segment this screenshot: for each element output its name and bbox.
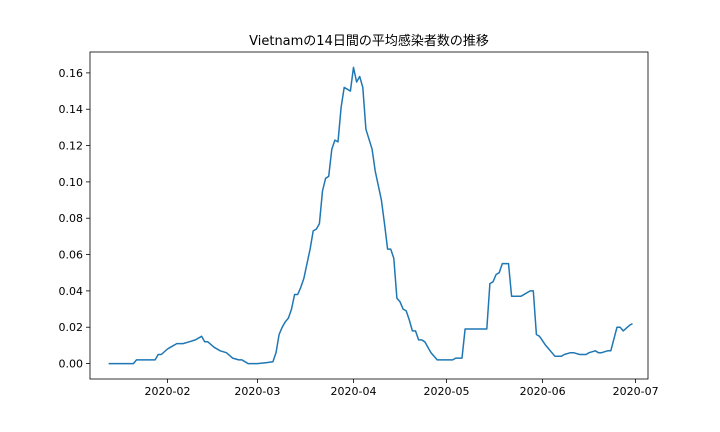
x-tick-label: 2020-05 [424, 385, 470, 398]
y-axis: 0.00 0.02 0.04 0.06 0.08 0.10 0.12 0.14 0.16 [59, 67, 90, 371]
series-line [108, 66, 633, 365]
y-tick-label: 0.10 [59, 176, 84, 189]
y-tick-label: 0.06 [59, 249, 84, 262]
axes-frame [89, 51, 649, 380]
x-tick-label: 2020-04 [331, 385, 377, 398]
plot-area [108, 66, 633, 365]
y-tick-label: 0.14 [59, 103, 84, 116]
x-tick-label: 2020-07 [613, 385, 659, 398]
y-tick-label: 0.16 [59, 67, 84, 80]
x-tick-label: 2020-06 [520, 385, 566, 398]
y-tick-label: 0.08 [59, 212, 84, 225]
y-tick-label: 0.12 [59, 140, 84, 153]
y-tick-label: 0.04 [59, 285, 84, 298]
x-axis: 2020-02 2020-03 2020-04 2020-05 2020-06 2020-… [145, 379, 659, 398]
x-tick-label: 2020-03 [234, 385, 280, 398]
x-tick-label: 2020-02 [145, 385, 191, 398]
y-tick-label: 0.00 [59, 358, 84, 371]
chart-title: Vietnamの14日間の平均感染者数の推移 [249, 33, 489, 49]
y-tick-label: 0.02 [59, 321, 84, 334]
